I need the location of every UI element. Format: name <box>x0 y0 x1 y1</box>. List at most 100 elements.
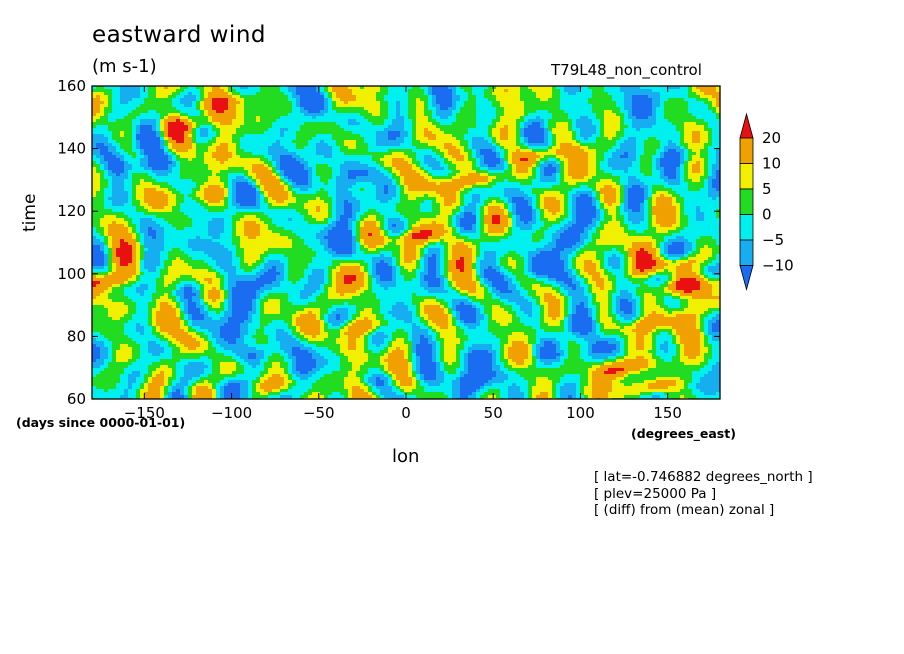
field-cell <box>608 152 613 156</box>
field-cell <box>704 119 709 123</box>
field-cell <box>612 125 617 129</box>
field-cell <box>124 146 129 150</box>
field-cell <box>332 107 337 111</box>
field-cell <box>432 113 437 117</box>
field-cell <box>244 170 249 174</box>
field-cell <box>176 86 181 90</box>
field-cell <box>572 170 577 174</box>
field-cell <box>124 134 129 138</box>
field-cell <box>360 119 365 123</box>
field-cell <box>476 128 481 132</box>
field-cell <box>420 107 425 111</box>
field-cell <box>356 113 361 117</box>
field-cell <box>192 86 197 90</box>
field-cell <box>392 104 397 108</box>
field-cell <box>648 176 653 180</box>
field-cell <box>368 101 373 105</box>
field-cell <box>244 146 249 150</box>
field-cell <box>580 119 585 123</box>
field-cell <box>652 167 657 171</box>
field-cell <box>656 101 661 105</box>
field-cell <box>176 98 181 102</box>
field-cell <box>184 152 189 156</box>
field-cell <box>516 176 521 180</box>
field-cell <box>300 122 305 126</box>
field-cell <box>376 134 381 138</box>
field-cell <box>580 104 585 108</box>
field-cell <box>548 89 553 93</box>
field-cell <box>480 122 485 126</box>
field-cell <box>104 167 109 171</box>
field-cell <box>252 131 257 135</box>
field-cell <box>648 107 653 111</box>
field-cell <box>376 128 381 132</box>
field-cell <box>536 98 541 102</box>
field-cell <box>576 134 581 138</box>
field-cell <box>616 107 621 111</box>
field-cell <box>512 98 517 102</box>
field-cell <box>248 86 253 90</box>
field-cell <box>108 152 113 156</box>
field-cell <box>112 158 117 162</box>
field-cell <box>108 89 113 93</box>
field-cell <box>480 179 485 183</box>
field-cell <box>628 173 633 177</box>
field-cell <box>608 164 613 168</box>
field-cell <box>620 176 625 180</box>
field-cell <box>472 164 477 168</box>
field-cell <box>384 98 389 102</box>
field-cell <box>100 116 105 120</box>
field-cell <box>424 134 429 138</box>
field-cell <box>136 113 141 117</box>
field-cell <box>240 95 245 99</box>
field-cell <box>476 95 481 99</box>
field-cell <box>256 143 261 147</box>
field-cell <box>144 143 149 147</box>
field-cell <box>692 113 697 117</box>
field-cell <box>572 125 577 129</box>
field-cell <box>400 113 405 117</box>
field-cell <box>604 161 609 165</box>
field-cell <box>428 128 433 132</box>
field-cell <box>268 164 273 168</box>
field-cell <box>536 107 541 111</box>
field-cell <box>180 134 185 138</box>
field-cell <box>472 116 477 120</box>
field-cell <box>260 125 265 129</box>
field-cell <box>304 152 309 156</box>
field-cell <box>612 131 617 135</box>
field-cell <box>156 89 161 93</box>
field-cell <box>172 146 177 150</box>
field-cell <box>148 164 153 168</box>
field-cell <box>264 140 269 144</box>
field-cell <box>556 158 561 162</box>
field-cell <box>264 179 269 183</box>
field-cell <box>476 170 481 174</box>
field-cell <box>488 113 493 117</box>
field-cell <box>376 95 381 99</box>
field-cell <box>164 119 169 123</box>
field-cell <box>568 125 573 129</box>
field-cell <box>444 152 449 156</box>
field-cell <box>256 122 261 126</box>
field-cell <box>292 173 297 177</box>
field-cell <box>384 122 389 126</box>
field-cell <box>268 176 273 180</box>
field-cell <box>540 134 545 138</box>
field-cell <box>208 158 213 162</box>
field-cell <box>264 164 269 168</box>
field-cell <box>488 86 493 90</box>
field-cell <box>588 140 593 144</box>
field-cell <box>452 119 457 123</box>
field-cell <box>288 119 293 123</box>
field-cell <box>468 155 473 159</box>
field-cell <box>116 143 121 147</box>
field-cell <box>356 140 361 144</box>
field-cell <box>560 170 565 174</box>
field-cell <box>432 140 437 144</box>
field-cell <box>172 173 177 177</box>
field-cell <box>268 86 273 90</box>
field-cell <box>208 152 213 156</box>
field-cell <box>100 110 105 114</box>
field-cell <box>632 95 637 99</box>
